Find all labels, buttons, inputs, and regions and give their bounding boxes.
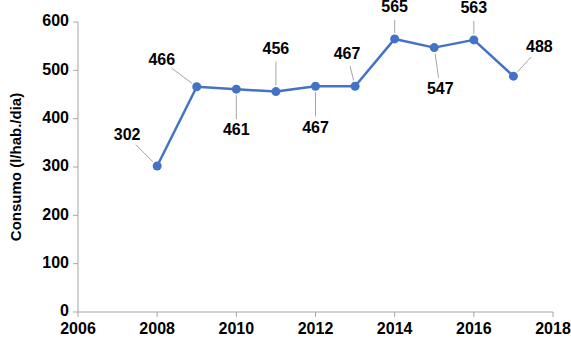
chart-container: 0 100 200 300 400 500 600 2006 2008 2010 2012 2014 2… bbox=[0, 0, 571, 346]
x-tick bbox=[157, 312, 158, 317]
leader-line bbox=[275, 62, 276, 86]
y-tick-label: 400 bbox=[42, 109, 69, 126]
leader-line bbox=[171, 68, 192, 83]
data-point bbox=[271, 87, 280, 96]
y-tick-label: 100 bbox=[42, 254, 69, 271]
leader-line bbox=[236, 95, 237, 119]
y-axis-label: Consumo (l/hab./dia) bbox=[7, 93, 24, 241]
y-tick bbox=[73, 312, 78, 313]
data-point bbox=[153, 162, 162, 171]
data-line bbox=[157, 39, 513, 166]
x-tick-label: 2008 bbox=[139, 320, 175, 337]
y-tick-label: 200 bbox=[42, 206, 69, 223]
data-label: 565 bbox=[381, 0, 408, 15]
data-label: 563 bbox=[460, 0, 487, 16]
leader-line bbox=[350, 66, 354, 81]
data-point bbox=[469, 35, 478, 44]
leader-line bbox=[517, 57, 531, 72]
x-tick bbox=[78, 312, 79, 317]
data-label: 488 bbox=[526, 38, 553, 55]
data-point bbox=[351, 82, 360, 91]
x-tick bbox=[473, 312, 474, 317]
data-label: 461 bbox=[223, 121, 250, 138]
y-tick bbox=[73, 215, 78, 216]
data-label: 467 bbox=[302, 119, 329, 136]
x-tick-label: 2010 bbox=[219, 320, 255, 337]
y-tick-label: 300 bbox=[42, 157, 69, 174]
data-label: 467 bbox=[334, 45, 361, 62]
data-point bbox=[232, 85, 241, 94]
data-point bbox=[509, 72, 518, 81]
y-tick-label: 600 bbox=[42, 12, 69, 29]
data-point bbox=[390, 34, 399, 43]
data-labels: 302 466 461 456 467 467 565 547 563 488 bbox=[114, 0, 553, 162]
leader-line bbox=[435, 54, 438, 78]
y-tick bbox=[73, 22, 78, 23]
x-tick bbox=[394, 312, 395, 317]
y-tick bbox=[73, 167, 78, 168]
leader-line bbox=[473, 21, 474, 34]
x-tick bbox=[315, 312, 316, 317]
x-tick-label: 2014 bbox=[377, 320, 413, 337]
plot-data bbox=[153, 34, 518, 170]
data-label: 547 bbox=[427, 80, 454, 97]
leader-line bbox=[315, 92, 316, 116]
y-tick bbox=[73, 263, 78, 264]
data-label: 302 bbox=[114, 126, 141, 143]
data-point bbox=[311, 82, 320, 91]
chart-svg: 0 100 200 300 400 500 600 2006 2008 2010 2012 2014 2… bbox=[0, 0, 571, 346]
x-tick-label: 2018 bbox=[535, 320, 571, 337]
x-tick-label: 2006 bbox=[60, 320, 96, 337]
y-tick-label: 500 bbox=[42, 61, 69, 78]
x-tick bbox=[236, 312, 237, 317]
x-tick-label: 2016 bbox=[456, 320, 492, 337]
y-tick-label: 0 bbox=[60, 302, 69, 319]
data-point bbox=[430, 43, 439, 52]
x-tick bbox=[553, 312, 554, 317]
leader-line bbox=[136, 145, 153, 162]
x-tick-label: 2012 bbox=[298, 320, 334, 337]
y-tick bbox=[73, 118, 78, 119]
data-point bbox=[192, 82, 201, 91]
data-label: 466 bbox=[148, 51, 175, 68]
leader-line bbox=[394, 20, 395, 33]
y-tick bbox=[73, 70, 78, 71]
data-label: 456 bbox=[263, 40, 290, 57]
